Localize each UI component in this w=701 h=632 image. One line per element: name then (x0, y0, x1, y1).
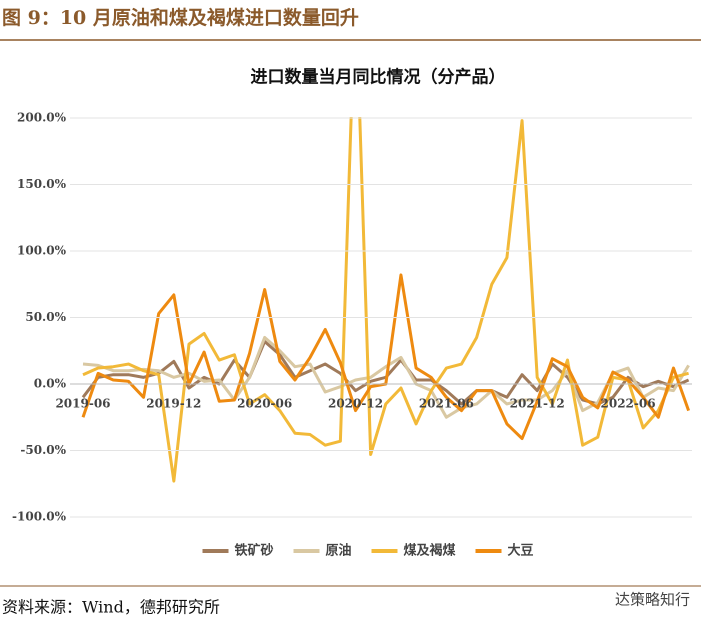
y-tick-label: 50.0% (25, 310, 66, 324)
legend-label: 铁矿砂 (234, 543, 274, 559)
y-tick-label: 0.0% (34, 377, 67, 391)
legend-label: 煤及褐煤 (404, 543, 456, 559)
watermark: 达策略知行 (615, 591, 690, 609)
legend-label: 原油 (326, 543, 352, 559)
y-tick-label: -100.0% (12, 510, 67, 524)
x-tick-label: 2019-06 (55, 397, 110, 411)
series-line (82, 335, 690, 419)
series-line (81, 339, 690, 406)
source: 资料来源：Wind，德邦研究所 (2, 598, 220, 617)
y-tick-label: 150.0% (17, 177, 67, 191)
figure-title: 图 9：10 月原油和煤及褐煤进口数量回升 (2, 6, 359, 29)
x-tick-label: 2021-06 (419, 397, 474, 411)
x-tick-label: 2022-06 (601, 397, 656, 411)
x-tick-label: 2019-12 (146, 397, 201, 411)
chart-title: 进口数量当月同比情况（分产品） (251, 67, 506, 88)
series-line (82, 117, 689, 483)
x-tick-label: 2020-12 (328, 397, 383, 411)
series-line (81, 273, 691, 441)
legend-label: 大豆 (508, 543, 534, 559)
y-tick-label: -50.0% (20, 443, 66, 457)
y-tick-label: 200.0% (17, 111, 67, 125)
y-tick-label: 100.0% (17, 244, 67, 258)
x-tick-label: 2020-06 (237, 397, 292, 411)
x-tick-label: 2021-12 (510, 397, 565, 411)
